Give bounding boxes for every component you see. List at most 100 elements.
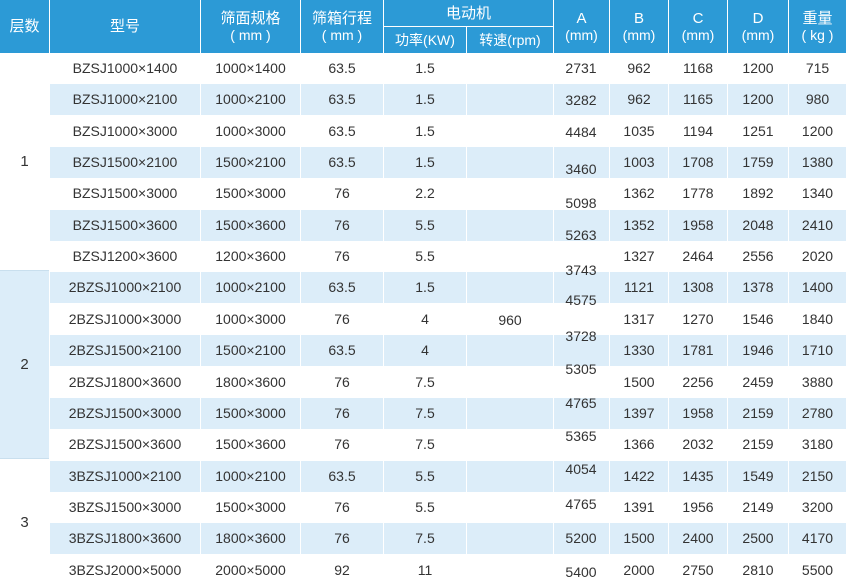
b-cell: 1330 [623,342,655,359]
d-cell: 1200 [742,60,774,76]
stroke-cell: 76 [334,530,350,547]
c-cell: 1958 [682,216,714,233]
power-cell: 7.5 [415,373,435,390]
model-cell: 3BZSJ2000×5000 [68,561,182,578]
d-cell: 1759 [742,154,774,171]
b-cell: 1422 [623,467,655,484]
b-cell: 1366 [623,436,655,453]
size-cell: 1000×3000 [215,310,286,327]
c-cell: 1958 [682,404,714,421]
a-value: 4054 [565,461,597,477]
a-value: 5263 [565,227,597,243]
table-row: BZSJ1000×2100 1000×2100 63.5 1.5 962 1165 1200… [0,84,846,116]
header-c: C (mm) [669,0,727,53]
c-cell: 1194 [682,122,714,139]
d-cell: 2159 [742,436,774,453]
b-cell: 962 [627,91,651,108]
weight-cell: 2150 [801,467,834,484]
b-cell: 962 [627,60,651,76]
model-cell: 2BZSJ1500×3000 [68,404,182,421]
stroke-cell: 76 [334,310,350,327]
model-cell: BZSJ1200×3600 [72,248,178,265]
b-cell: 1500 [623,373,655,390]
model-cell: BZSJ1500×3000 [72,185,178,202]
weight-cell: 1200 [801,122,834,139]
header-c-unit: (mm) [681,26,715,43]
layer-2-label: 2 [20,356,29,373]
power-cell: 1.5 [415,122,435,139]
table-row: 2BZSJ1000×2100 1000×2100 63.5 1.5 1121 1308 13… [0,272,846,304]
size-cell: 1200×3600 [215,248,286,265]
b-cell: 1352 [623,216,655,233]
weight-cell: 3880 [801,373,834,390]
d-cell: 1546 [742,310,774,327]
power-cell: 1.5 [415,279,435,296]
header-screen-size: 筛面规格 ( mm ) [201,0,300,53]
col-divider [300,53,301,586]
stroke-cell: 76 [334,373,350,390]
header-a-unit: (mm) [565,26,598,43]
stroke-cell: 92 [334,561,350,578]
stroke-cell: 63.5 [328,122,356,139]
d-cell: 2048 [742,216,774,233]
d-cell: 1892 [742,185,774,202]
header-b-label: B [633,9,644,27]
weight-cell: 3180 [801,436,834,453]
table-row: BZSJ1000×1400 1000×1400 63.5 1.5 962 1168 1200… [0,53,846,84]
a-value: 3282 [565,92,597,108]
header-stroke-label: 筛箱行程 [311,9,372,27]
header-power-label: 功率(KW) [395,31,455,48]
a-value: 3728 [565,328,597,344]
col-divider [788,53,789,586]
header-weight: 重量 ( kg ) [789,0,846,53]
d-cell: 1946 [742,342,774,359]
header-power: 功率(KW) [384,27,466,53]
c-cell: 1778 [682,185,714,202]
c-cell: 1308 [682,279,714,296]
layer-cell-1: 1 [0,53,49,270]
header-weight-unit: ( kg ) [801,26,834,43]
col-divider [668,53,669,586]
size-cell: 1000×2100 [215,467,286,484]
layer-cell-3: 3 [0,459,49,586]
c-cell: 1270 [682,310,714,327]
table-row: 2BZSJ1500×3600 1500×3600 76 7.5 1366 2032 2159… [0,429,846,461]
header-speed-label: 转速(rpm) [479,31,541,48]
d-cell: 2810 [742,561,774,578]
table-row: BZSJ1200×3600 1200×3600 76 5.5 1327 2464 2556 2… [0,241,846,273]
size-cell: 1000×2100 [215,279,286,296]
table-row: BZSJ1500×2100 1500×2100 63.5 1.5 1003 1708 175… [0,147,846,179]
c-cell: 1435 [682,467,714,484]
d-cell: 2159 [742,404,774,421]
weight-cell: 2410 [801,216,834,233]
header-screen-size-label: 筛面规格 [220,9,281,27]
model-cell: BZSJ1500×3600 [72,216,178,233]
c-cell: 2750 [682,561,714,578]
d-cell: 2459 [742,373,774,390]
stroke-cell: 76 [334,498,350,515]
col-divider [466,53,467,586]
d-cell: 1251 [742,122,774,139]
header-b-unit: (mm) [622,26,656,43]
model-cell: 2BZSJ1500×3600 [68,436,182,453]
header-a: A (mm) [554,0,609,53]
power-cell: 1.5 [415,60,435,76]
c-cell: 1781 [682,342,714,359]
weight-cell: 1340 [801,185,834,202]
size-cell: 1500×2100 [215,154,286,171]
d-cell: 1200 [742,91,774,108]
table-row: 3BZSJ1500×3000 1500×3000 76 5.5 1391 1956 2149… [0,491,846,523]
c-cell: 1956 [682,498,714,515]
b-cell: 1003 [623,154,655,171]
power-cell: 7.5 [415,530,435,547]
weight-cell: 2020 [801,248,834,265]
stroke-cell: 76 [334,404,350,421]
table-row: BZSJ1000×3000 1000×3000 63.5 1.5 1035 1194 125… [0,115,846,147]
b-cell: 2000 [623,561,655,578]
header-layer: 层数 [0,0,49,53]
a-value: 4765 [565,496,597,512]
stroke-cell: 76 [334,185,350,202]
model-cell: 2BZSJ1000×3000 [68,310,182,327]
header-model-label: 型号 [109,18,140,35]
stroke-cell: 63.5 [328,154,356,171]
